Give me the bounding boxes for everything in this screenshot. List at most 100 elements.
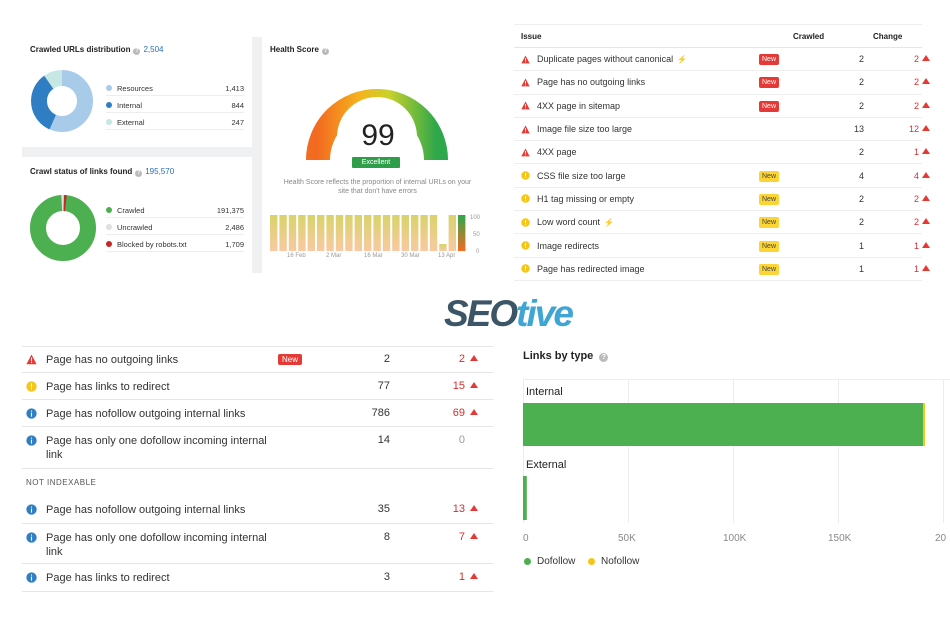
arrow-up-icon	[922, 194, 930, 201]
legend-external[interactable]: External 247	[106, 115, 244, 130]
issue-label[interactable]: Page has nofollow outgoing internal link…	[46, 504, 246, 516]
issue-row[interactable]: Page has no outgoing links New 2 2	[514, 71, 930, 95]
issue-label[interactable]: Image redirects	[537, 240, 600, 251]
info-icon[interactable]: ?	[599, 353, 609, 362]
crawl-status-title-text: Crawl status of links found	[30, 167, 133, 176]
crawled-count[interactable]: 2	[858, 100, 864, 111]
change-value: 4	[913, 170, 919, 181]
links-by-type-chart	[523, 380, 944, 523]
issue-label[interactable]: Duplicate pages without canonical	[537, 54, 674, 65]
issue-row[interactable]: 4XX page in sitemap New 2 2	[514, 95, 930, 118]
issue-row[interactable]: Image redirects New 1 1	[514, 234, 930, 258]
history-bar	[288, 215, 297, 251]
crawled-count[interactable]: 786	[371, 407, 390, 419]
crawled-urls-donut	[31, 70, 93, 132]
change-value: 1	[913, 240, 919, 251]
crawl-status-title: Crawl status of links found? 195,570	[30, 167, 174, 177]
issue-row[interactable]: Page has nofollow outgoing internal link…	[22, 400, 493, 427]
issue-row[interactable]: Page has only one dofollow incoming inte…	[22, 427, 493, 469]
issue-label[interactable]: Page has no outgoing links	[537, 77, 646, 88]
info-icon[interactable]: ?	[321, 48, 329, 55]
new-badge: New	[759, 54, 780, 66]
issue-label[interactable]: CSS file size too large	[537, 170, 626, 181]
arrow-up-icon	[470, 505, 478, 511]
issue-row[interactable]: Page has no outgoing links New 2 2	[22, 346, 493, 373]
issue-row[interactable]: CSS file size too large New 4 4	[514, 165, 930, 188]
warning-icon	[521, 171, 530, 180]
issue-label[interactable]: Page has nofollow outgoing internal link…	[46, 408, 246, 420]
issue-label[interactable]: Page has only one dofollow incoming inte…	[46, 532, 267, 558]
category-label-internal: Internal	[526, 386, 563, 398]
new-badge: New	[759, 77, 780, 89]
links-chart-top-line	[523, 379, 950, 380]
legend-crawled[interactable]: Crawled 191,375	[106, 203, 244, 218]
crawled-count[interactable]: 35	[377, 503, 390, 515]
legend-uncrawled[interactable]: Uncrawled 2,486	[106, 220, 244, 235]
issue-row[interactable]: H1 tag missing or empty New 2 2	[514, 188, 930, 212]
history-bar	[345, 215, 353, 251]
issue-row[interactable]: Page has nofollow outgoing internal link…	[22, 496, 493, 524]
x-tick-label: 50K	[618, 533, 636, 544]
issue-label[interactable]: 4XX page	[537, 147, 577, 158]
issue-row[interactable]: Duplicate pages without canonical ⚡ New 2 2	[514, 48, 930, 72]
crawled-count[interactable]: 14	[377, 434, 390, 446]
legend-blocked[interactable]: Blocked by robots.txt 1,709	[106, 237, 244, 252]
legend-value: 191,375	[216, 205, 244, 215]
legend-value: 1,413	[225, 83, 244, 93]
issue-row[interactable]: Image file size too large 13 12	[514, 118, 930, 142]
issue-row[interactable]: Page has links to redirect 77 15	[22, 373, 493, 400]
issue-label[interactable]: H1 tag missing or empty	[537, 193, 635, 204]
issue-row[interactable]: Page has links to redirect 3 1	[22, 564, 493, 592]
change-cell: 1	[864, 264, 930, 274]
info-icon[interactable]: ?	[133, 48, 141, 55]
issue-label[interactable]: Page has only one dofollow incoming inte…	[46, 435, 267, 461]
crawled-count[interactable]: 3	[383, 571, 390, 583]
header-issue[interactable]: Issue	[521, 32, 542, 41]
legend-value: 844	[231, 100, 244, 110]
arrow-up-icon	[922, 78, 930, 85]
legend-nofollow[interactable]: Nofollow	[588, 556, 639, 567]
legend-resources[interactable]: Resources 1,413	[106, 81, 244, 96]
change-value: 12	[908, 124, 919, 135]
legend-internal[interactable]: Internal 844	[106, 98, 244, 113]
info-icon[interactable]: ?	[135, 170, 143, 177]
info-icon	[26, 532, 37, 543]
crawled-count[interactable]: 2	[858, 77, 864, 88]
crawled-count[interactable]: 2	[383, 353, 390, 365]
crawled-count[interactable]: 4	[858, 170, 864, 181]
issue-row[interactable]: Page has only one dofollow incoming inte…	[22, 524, 493, 564]
change-cell: 7	[390, 531, 478, 543]
issue-label[interactable]: Page has links to redirect	[46, 381, 170, 393]
issue-row[interactable]: 4XX page 2 1	[514, 141, 930, 165]
legend-dofollow[interactable]: Dofollow	[524, 556, 575, 567]
crawled-urls-total[interactable]: 2,504	[143, 45, 164, 54]
crawled-count[interactable]: 2	[858, 147, 864, 158]
issue-label[interactable]: Page has no outgoing links	[46, 354, 179, 366]
warning-icon	[26, 381, 37, 392]
issue-label[interactable]: Low word count	[537, 217, 601, 228]
issue-label[interactable]: 4XX page in sitemap	[537, 100, 621, 111]
issue-label[interactable]: Page has links to redirect	[46, 572, 170, 584]
crawled-count[interactable]: 1	[858, 263, 864, 274]
crawled-count[interactable]: 77	[377, 380, 390, 392]
issue-row[interactable]: Low word count ⚡ New 2 2	[514, 211, 930, 235]
history-bar	[307, 215, 315, 251]
crawled-count[interactable]: 1	[858, 240, 864, 251]
header-change[interactable]: Change	[873, 32, 903, 41]
crawled-count[interactable]: 13	[853, 124, 864, 135]
lightning-icon: ⚡	[677, 55, 688, 65]
crawled-count[interactable]: 2	[858, 193, 864, 204]
category-label-external: External	[526, 459, 567, 471]
issue-row[interactable]: Page has redirected image New 1 1	[514, 258, 930, 281]
header-crawled[interactable]: Crawled	[793, 32, 825, 41]
health-rating-badge: Excellent	[352, 157, 400, 168]
issue-label[interactable]: Image file size too large	[537, 124, 633, 135]
crawl-status-total[interactable]: 195,570	[145, 167, 175, 176]
arrow-up-icon	[470, 382, 478, 388]
legend-label: External	[117, 117, 145, 127]
crawled-count[interactable]: 8	[383, 531, 390, 543]
crawled-count[interactable]: 2	[858, 54, 864, 65]
issue-label[interactable]: Page has redirected image	[537, 263, 645, 274]
badge-cell: New	[759, 240, 804, 252]
crawled-count[interactable]: 2	[858, 217, 864, 228]
